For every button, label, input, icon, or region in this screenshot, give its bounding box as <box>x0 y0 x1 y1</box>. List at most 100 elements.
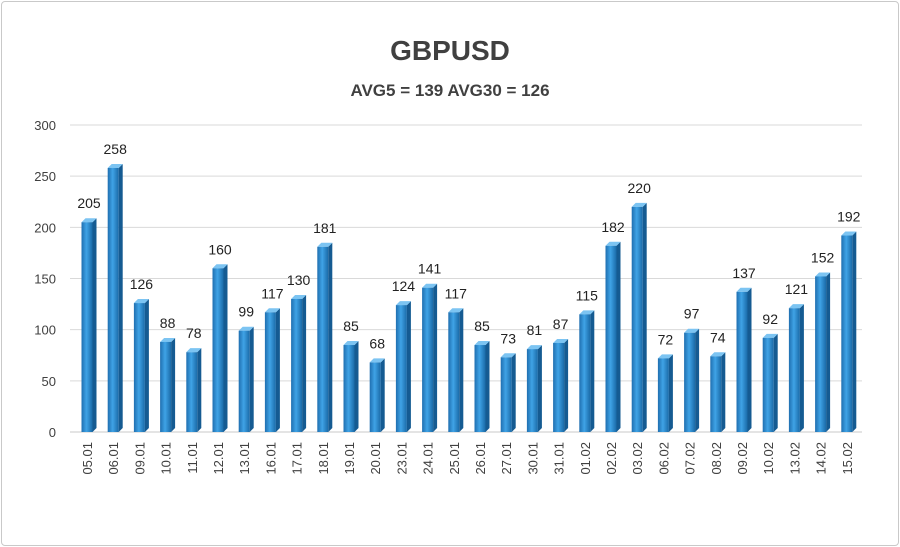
x-tick-label: 13.02 <box>787 442 802 475</box>
bar-side <box>721 352 726 432</box>
data-label: 92 <box>762 311 778 327</box>
y-axis-ticks: 0 50 100 150 200 250 300 <box>34 118 56 440</box>
x-tick-label: 30.01 <box>525 442 540 475</box>
x-tick-label: 09.02 <box>735 442 750 475</box>
data-label: 160 <box>208 241 232 257</box>
data-label: 72 <box>658 331 674 347</box>
bar-side <box>485 341 490 432</box>
bar <box>81 218 97 432</box>
y-tick-label: 200 <box>34 220 56 235</box>
data-label: 68 <box>369 335 385 351</box>
bar-side <box>433 283 438 432</box>
bar <box>343 341 359 432</box>
x-tick-label: 26.01 <box>473 442 488 475</box>
data-label: 126 <box>130 276 154 292</box>
bar <box>631 202 647 432</box>
data-label: 124 <box>392 278 416 294</box>
bar-side <box>459 308 464 432</box>
data-label: 99 <box>238 304 254 320</box>
bar-top <box>553 338 569 343</box>
x-tick-label: 09.01 <box>132 442 147 475</box>
bar-side <box>223 264 228 432</box>
bar-top <box>736 287 752 292</box>
bar <box>841 231 857 432</box>
bar-top <box>343 341 359 346</box>
x-tick-label: 16.01 <box>263 442 278 475</box>
bar <box>317 242 333 432</box>
x-tick-label: 20.01 <box>368 442 383 475</box>
bar <box>238 326 254 432</box>
bar-top <box>474 341 490 346</box>
x-tick-label: 31.01 <box>552 442 567 475</box>
bar-front <box>343 345 355 432</box>
data-label: 74 <box>710 329 726 345</box>
data-labels: 2052581268878160991171301818568124141117… <box>77 141 860 351</box>
bar-side <box>590 310 595 432</box>
bar-side <box>747 287 752 432</box>
bar <box>474 341 490 432</box>
x-tick-label: 13.01 <box>237 442 252 475</box>
bar-front <box>841 235 853 432</box>
x-tick-label: 06.01 <box>106 442 121 475</box>
x-tick-label: 18.01 <box>316 442 331 475</box>
bar-front <box>317 246 329 432</box>
data-label: 192 <box>837 209 861 225</box>
bar-side <box>249 326 254 432</box>
data-label: 182 <box>601 219 625 235</box>
y-tick-label: 50 <box>42 374 56 389</box>
bar <box>579 310 595 432</box>
bar-side <box>328 242 333 432</box>
bar-top <box>788 304 804 309</box>
x-tick-label: 15.02 <box>840 442 855 475</box>
bar-side <box>275 308 280 432</box>
bar-side <box>92 218 97 432</box>
bar-front <box>160 341 172 432</box>
data-label: 85 <box>474 318 490 334</box>
data-label: 258 <box>104 141 128 157</box>
bar <box>815 272 831 432</box>
bar-top <box>81 218 97 223</box>
bar <box>684 328 700 432</box>
bar <box>186 348 202 432</box>
bar <box>107 163 123 433</box>
y-tick-label: 100 <box>34 323 56 338</box>
bar-side <box>668 354 673 432</box>
bar <box>212 264 228 432</box>
data-label: 121 <box>785 281 809 297</box>
x-tick-label: 24.01 <box>421 442 436 475</box>
bar <box>500 353 516 432</box>
bar-front <box>291 298 303 432</box>
bar-top <box>841 231 857 236</box>
bar-top <box>317 242 333 247</box>
bar <box>526 345 542 432</box>
bar-side <box>406 301 411 432</box>
data-label: 141 <box>418 261 442 277</box>
bar-front <box>238 330 250 432</box>
bar-side <box>354 341 359 432</box>
bar-front <box>526 349 538 432</box>
bar <box>788 304 804 432</box>
bar-front <box>736 291 748 432</box>
bar <box>264 308 280 432</box>
bar-front <box>107 167 119 433</box>
x-tick-label: 07.02 <box>683 442 698 475</box>
bar-top <box>815 272 831 277</box>
bar-front <box>631 206 643 432</box>
x-tick-label: 17.01 <box>290 442 305 475</box>
bar-front <box>553 342 565 432</box>
bar-side <box>302 294 307 432</box>
bar-front <box>448 312 460 432</box>
bar-top <box>526 345 542 350</box>
bar-front <box>474 345 486 432</box>
bar-side <box>537 345 542 432</box>
bar-top <box>133 299 149 304</box>
data-label: 117 <box>261 285 284 301</box>
x-tick-label: 11.01 <box>185 442 200 474</box>
data-label: 73 <box>500 330 516 346</box>
x-tick-label: 06.02 <box>656 442 671 475</box>
bar <box>160 337 176 432</box>
bar-front <box>81 222 93 432</box>
bar-front <box>579 314 591 432</box>
x-tick-label: 14.02 <box>814 442 829 475</box>
